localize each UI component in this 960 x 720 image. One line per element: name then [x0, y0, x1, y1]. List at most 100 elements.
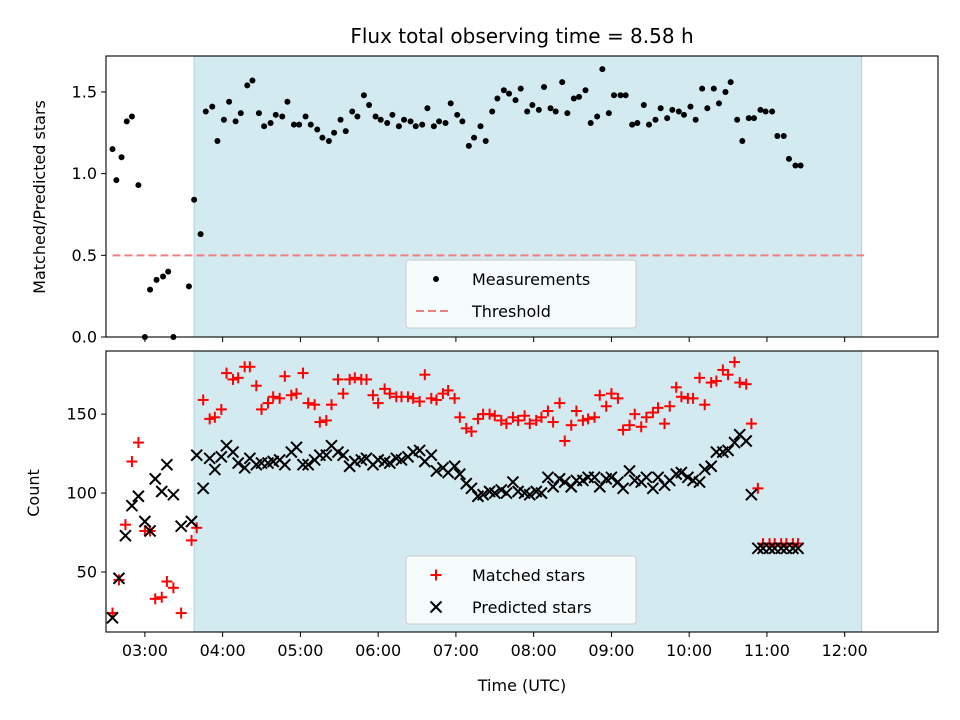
- legend-predicted-marker: [429, 600, 443, 614]
- x-tick-label: 03:00: [122, 641, 168, 660]
- measurement-point: [465, 142, 472, 149]
- x-tick-label: 04:00: [200, 641, 246, 660]
- measurement-point: [664, 115, 671, 122]
- predicted-star-marker: [791, 542, 805, 555]
- predicted-star-marker: [155, 485, 168, 498]
- matched-star-marker: [670, 381, 682, 393]
- top-y-tick-label: 0.0: [72, 328, 97, 347]
- matched-star-marker: [600, 400, 612, 412]
- measurement-point: [652, 116, 659, 123]
- predicted-star-marker: [616, 482, 630, 495]
- matched-star-marker: [635, 421, 647, 433]
- matched-star-marker: [302, 397, 314, 409]
- predicted-star-marker: [623, 464, 636, 478]
- matched-star-marker: [465, 426, 477, 438]
- x-tick-label: 10:00: [666, 641, 712, 660]
- predicted-star-marker: [106, 611, 119, 624]
- predicted-star-marker: [203, 452, 216, 465]
- top-y-axis-label: Matched/Predicted stars: [30, 100, 49, 294]
- measurement-point: [267, 119, 274, 126]
- measurement-point: [135, 182, 142, 189]
- measurement-point: [389, 111, 396, 118]
- predicted-star-marker: [336, 448, 350, 462]
- measurement-point: [657, 105, 664, 112]
- measurement-point: [185, 283, 192, 290]
- measurement-point: [325, 137, 332, 144]
- measurement-point: [261, 123, 268, 130]
- matched-star-marker: [717, 364, 729, 376]
- matched-star-marker: [349, 372, 361, 384]
- bottom-legend-box: [405, 555, 637, 625]
- predicted-star-marker: [208, 463, 222, 476]
- matched-star-marker: [191, 522, 203, 534]
- matched-star-marker: [372, 397, 384, 409]
- matched-star-marker: [402, 391, 414, 403]
- measurement-point: [739, 137, 746, 144]
- matched-star-marker: [687, 392, 699, 404]
- matched-star-marker: [167, 582, 179, 594]
- matched-star-marker: [221, 367, 233, 379]
- bottom-y-tick-label: 100: [66, 484, 97, 503]
- predicted-star-marker: [125, 499, 139, 512]
- predicted-star-marker: [739, 434, 753, 448]
- measurement-point: [360, 92, 367, 99]
- matched-star-marker: [442, 384, 454, 396]
- measurement-point: [482, 137, 489, 144]
- matched-star-marker: [407, 392, 419, 404]
- measurement-point: [454, 111, 461, 118]
- bottom-y-tick-label: 50: [77, 563, 97, 582]
- predicted-star-marker: [290, 441, 303, 454]
- measurement-point: [517, 85, 524, 92]
- predicted-star-marker: [296, 458, 310, 471]
- measurement-point: [570, 95, 577, 102]
- predicted-star-marker: [646, 482, 660, 495]
- matched-star-marker: [577, 414, 589, 426]
- predicted-star-marker: [763, 542, 776, 555]
- matched-star-marker: [729, 356, 741, 368]
- measurement-point: [669, 106, 676, 113]
- measurement-point: [634, 119, 641, 126]
- top-panel: 0.0 0.5 1.0 1.5 Matched/Predicted stars Mea…: [30, 55, 939, 347]
- measurement-point: [226, 98, 233, 105]
- measurement-point: [209, 103, 216, 110]
- measurement-point: [123, 118, 130, 125]
- measurement-point: [535, 106, 542, 113]
- matched-star-marker: [285, 389, 297, 401]
- measurement-point: [762, 108, 769, 115]
- predicted-star-marker: [174, 520, 188, 533]
- predicted-star-marker: [453, 467, 467, 481]
- bottom-legend-label: Predicted stars: [472, 598, 592, 617]
- measurement-point: [512, 97, 519, 104]
- predicted-star-marker: [119, 529, 132, 542]
- matched-star-marker: [279, 370, 291, 382]
- bottom-y-tick-label: 150: [66, 405, 97, 424]
- measurement-point: [494, 95, 501, 102]
- bottom-legend-label: Matched stars: [472, 566, 585, 585]
- measurement-point: [160, 273, 167, 280]
- top-y-ticks: 0.0 0.5 1.0 1.5: [72, 82, 106, 347]
- measurement-point: [559, 79, 566, 86]
- matched-star-marker: [694, 372, 706, 384]
- top-y-tick-label: 1.0: [72, 164, 97, 183]
- measurement-point: [237, 110, 244, 117]
- top-y-tick-label: 0.5: [72, 246, 97, 265]
- predicted-star-marker: [238, 461, 251, 475]
- measurement-point: [366, 102, 373, 109]
- predicted-star-marker: [728, 436, 741, 449]
- matched-star-marker: [734, 377, 746, 389]
- x-axis-label: Time (UTC): [477, 676, 566, 695]
- predicted-star-marker: [226, 445, 240, 459]
- matched-star-marker: [344, 373, 356, 385]
- measurement-point: [147, 286, 154, 293]
- measurement-point: [611, 92, 618, 99]
- matched-star-marker: [337, 388, 349, 400]
- predicted-star-marker: [138, 515, 152, 528]
- matched-star-marker: [320, 414, 332, 426]
- predicted-star-marker: [705, 460, 718, 473]
- x-tick-label: 05:00: [277, 641, 323, 660]
- bottom-axes-frame: [105, 350, 939, 633]
- predicted-star-marker: [500, 486, 513, 500]
- measurement-point: [471, 134, 478, 141]
- measurement-point: [750, 115, 757, 122]
- matched-star-marker: [325, 399, 337, 411]
